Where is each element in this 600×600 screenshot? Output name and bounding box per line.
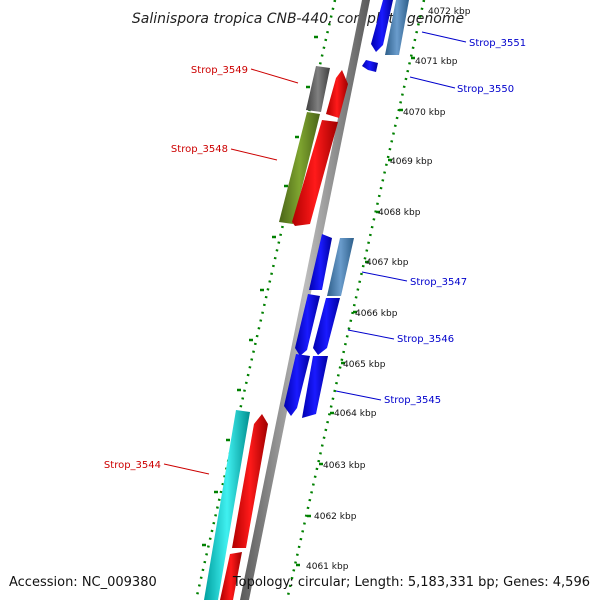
gene-strop-3550[interactable]: [362, 60, 378, 72]
forward-labels: Strop_3549 Strop_3548 Strop_3544: [104, 65, 299, 475]
gene-forward-2[interactable]: [292, 120, 338, 226]
tick-label-4066: 4066 kbp: [355, 309, 398, 319]
right-tick-track: [285, 0, 426, 600]
accession-text: Accession: NC_009380: [9, 575, 157, 590]
reverse-labels: Strop_3551 Strop_3550 Strop_3547 Strop_3…: [335, 31, 526, 406]
tick-label-4069: 4069 kbp: [390, 157, 433, 167]
gene-strop-3551-b[interactable]: [385, 0, 409, 55]
label-strop-3549[interactable]: Strop_3549: [191, 65, 248, 76]
label-strop-3547[interactable]: Strop_3547: [410, 277, 467, 288]
label-strop-3545[interactable]: Strop_3545: [384, 395, 441, 406]
tick-label-4065: 4065 kbp: [343, 360, 386, 370]
gene-strop-3544[interactable]: [204, 410, 250, 600]
tick-label-4070: 4070 kbp: [403, 108, 446, 118]
tick-label-4062: 4062 kbp: [314, 512, 357, 522]
tick-label-4072: 4072 kbp: [428, 7, 471, 17]
gene-strop-3545[interactable]: [302, 356, 328, 418]
label-strop-3546[interactable]: Strop_3546: [397, 334, 454, 345]
kbp-tick-labels: 4072 kbp 4071 kbp 4070 kbp 4069 kbp 4068…: [306, 7, 471, 572]
label-strop-3548[interactable]: Strop_3548: [171, 144, 228, 155]
gene-strop-3551[interactable]: [371, 0, 393, 52]
tick-label-4071: 4071 kbp: [415, 57, 458, 67]
tick-label-4067: 4067 kbp: [366, 258, 409, 268]
gene-strop-3545-a[interactable]: [284, 354, 310, 416]
genome-backbone: [240, 0, 370, 600]
label-strop-3544[interactable]: Strop_3544: [104, 460, 161, 471]
map-title: Salinispora tropica CNB-440, complete ge…: [132, 11, 464, 27]
gene-strop-3547[interactable]: [327, 238, 354, 296]
gene-strop-3547-a[interactable]: [309, 234, 332, 290]
tick-label-4061: 4061 kbp: [306, 562, 349, 572]
gene-strop-3548[interactable]: [279, 112, 320, 224]
right-major-ticks: [296, 56, 415, 567]
tick-label-4068: 4068 kbp: [378, 208, 421, 218]
topology-text: Topology: circular; Length: 5,183,331 bp…: [232, 575, 590, 590]
gene-forward-1[interactable]: [326, 70, 348, 118]
gene-forward-4[interactable]: [220, 552, 242, 600]
label-strop-3551[interactable]: Strop_3551: [469, 38, 526, 49]
gene-strop-3549[interactable]: [306, 66, 330, 112]
tick-label-4063: 4063 kbp: [323, 461, 366, 471]
gene-forward-3[interactable]: [232, 414, 268, 548]
tick-label-4064: 4064 kbp: [334, 409, 377, 419]
gene-strop-3546-a[interactable]: [295, 294, 320, 356]
left-tick-track: [194, 0, 337, 600]
label-strop-3550[interactable]: Strop_3550: [457, 84, 514, 95]
left-major-ticks: [202, 35, 318, 547]
gene-strop-3546[interactable]: [313, 298, 340, 355]
